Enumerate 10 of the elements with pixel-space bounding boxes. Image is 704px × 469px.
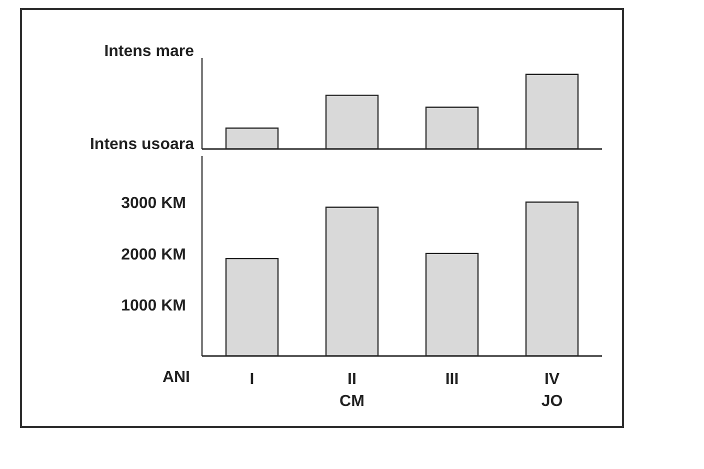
x-axis-title: ANI bbox=[162, 369, 190, 386]
text: Intens usoara bbox=[90, 136, 194, 153]
y-tick-label: 2000 KM bbox=[121, 246, 186, 264]
x-tick-label: I bbox=[250, 371, 254, 388]
x-tick-label: IV JO bbox=[541, 371, 563, 410]
y-tick-label: 1000 KM bbox=[121, 298, 186, 315]
y-tick-label: 3000 KM bbox=[121, 195, 186, 212]
text: Intens mare bbox=[104, 43, 194, 60]
x-tick-label: II CM bbox=[340, 371, 364, 410]
x-tick-label: III bbox=[445, 371, 459, 388]
